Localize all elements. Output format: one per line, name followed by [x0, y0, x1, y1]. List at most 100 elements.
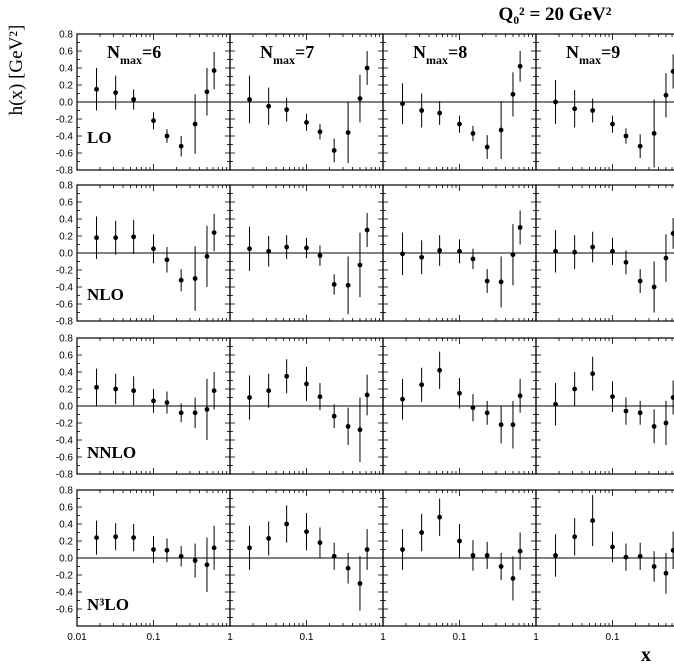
x-tick-label: 1 [380, 632, 386, 643]
data-point [470, 131, 476, 136]
y-tick-label: 0.4 [59, 215, 73, 226]
data-point [131, 388, 137, 394]
panel: NNLO -0.8 -0.6 -0.4 -0.2 0.0 0.2 0.4 0.6 0.8 [56, 334, 231, 481]
panel: Nmax=9 [535, 33, 674, 171]
y-tick-label: 0.8 [59, 486, 73, 497]
data-point [204, 254, 210, 259]
y-tick-label: -0.6 [56, 300, 74, 311]
data-point [553, 553, 558, 558]
data-point [457, 538, 462, 544]
y-tick-label: 0.0 [59, 402, 73, 413]
data-point [651, 564, 657, 569]
y-tick-label: 0.8 [59, 30, 73, 41]
data-point [457, 248, 462, 254]
data-point [345, 130, 351, 136]
data-point [247, 395, 252, 400]
data-point [113, 235, 119, 241]
data-point [192, 121, 198, 127]
data-point [192, 410, 198, 416]
x-tick-label: 0.1 [147, 632, 161, 643]
row-label: LO [87, 128, 112, 147]
y-tick-label: -0.4 [56, 283, 74, 294]
data-point [151, 547, 156, 552]
data-point [317, 540, 323, 546]
y-tick-label: 0.0 [59, 98, 73, 109]
panel [229, 184, 384, 322]
data-point [484, 278, 490, 284]
data-point [400, 547, 405, 552]
data-point [151, 246, 156, 252]
data-point [419, 108, 425, 113]
data-point [663, 255, 669, 261]
data-point [304, 529, 309, 535]
data-point [304, 381, 309, 387]
data-point [151, 118, 156, 124]
data-point [419, 254, 425, 260]
data-point [178, 410, 184, 416]
data-point [331, 553, 337, 559]
data-point [610, 121, 615, 127]
data-point [364, 547, 370, 552]
data-point [284, 373, 290, 379]
data-point [266, 388, 272, 394]
data-point [610, 248, 615, 254]
y-tick-label: 0.6 [59, 47, 73, 58]
data-point [637, 410, 643, 416]
data-point [663, 92, 669, 98]
y-tick-label: 0.6 [59, 351, 73, 362]
data-point [178, 143, 184, 149]
data-point [498, 127, 504, 133]
data-point [113, 386, 119, 392]
x-tick-label: 0.1 [453, 632, 467, 643]
top-label: Q₀² = 20 GeV² [499, 4, 612, 25]
data-point [498, 279, 504, 285]
data-point [400, 396, 405, 402]
x-tick-label: 0.1 [606, 632, 620, 643]
data-point [317, 394, 323, 400]
data-point [113, 534, 119, 540]
data-point [590, 518, 596, 523]
column-label: Nmax=7 [260, 42, 314, 67]
y-tick-label: 0.8 [59, 181, 73, 192]
data-point [670, 395, 674, 400]
data-point [94, 535, 99, 540]
data-point [651, 284, 657, 290]
panel: Nmax=8 [382, 33, 537, 171]
data-point [131, 97, 137, 102]
y-tick-label: 0.2 [59, 232, 73, 243]
data-point [204, 407, 210, 412]
data-point [572, 534, 578, 540]
data-point [345, 565, 351, 571]
y-tick-label: 0.4 [59, 520, 73, 531]
data-point [498, 564, 504, 569]
data-point [670, 231, 674, 236]
data-point [484, 553, 490, 558]
data-point [623, 259, 629, 265]
data-point [164, 257, 170, 263]
panel: Nmax=7 [229, 33, 384, 171]
data-point [364, 227, 370, 233]
data-point [572, 249, 578, 255]
data-point [331, 282, 337, 287]
x-tick-label: 0.1 [300, 632, 314, 643]
data-point [437, 248, 443, 253]
row-label: NNLO [87, 443, 136, 462]
data-point [663, 570, 669, 576]
data-point [651, 131, 657, 136]
y-tick-label: 0.2 [59, 385, 73, 396]
data-point [204, 562, 210, 568]
data-point [178, 277, 184, 283]
data-point [204, 89, 210, 95]
y-tick-label: -0.4 [56, 132, 74, 143]
y-tick-label: 0.4 [59, 368, 73, 379]
data-point [457, 390, 462, 396]
data-point [510, 252, 516, 258]
data-point [113, 90, 119, 96]
panel: NLO -0.8 -0.6 -0.4 -0.2 0.0 0.2 0.4 0.6 0.8 [56, 181, 231, 328]
data-point [470, 256, 476, 262]
y-tick-label: -0.6 [56, 605, 74, 616]
data-point [484, 410, 490, 416]
data-point [637, 143, 643, 149]
data-point [572, 106, 578, 112]
